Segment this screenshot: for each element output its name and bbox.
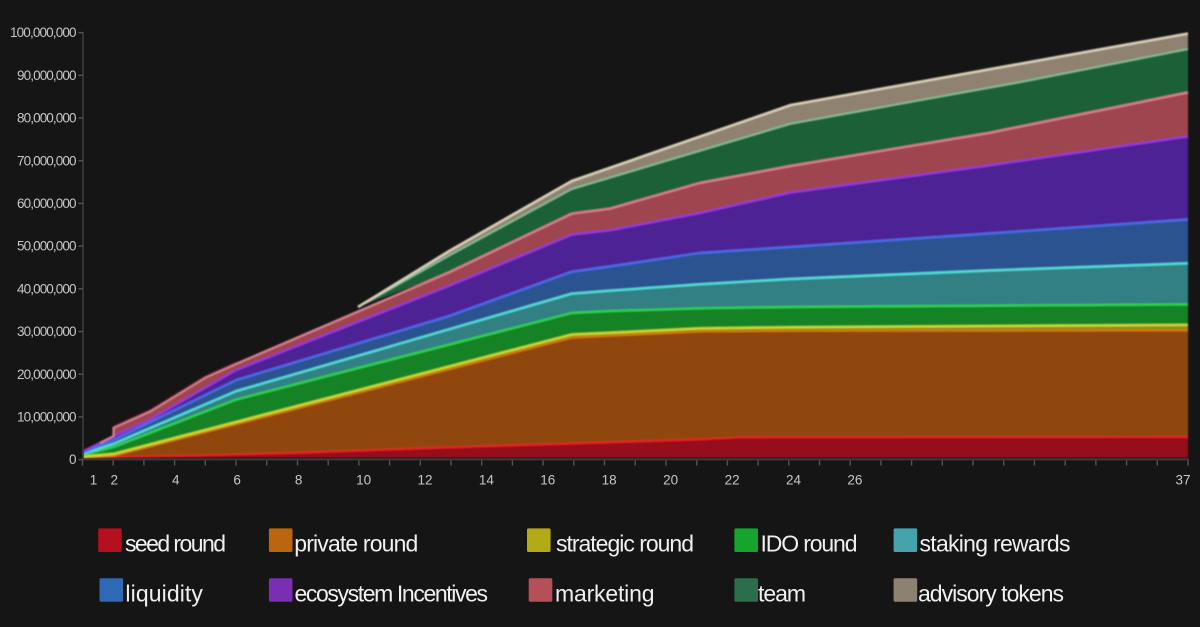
svg-text:private round: private round [294,531,418,557]
svg-text:70,000,000: 70,000,000 [17,153,77,168]
svg-text:60,000,000: 60,000,000 [17,196,77,211]
svg-text:advisory tokens: advisory tokens [918,580,1064,606]
svg-text:8: 8 [295,473,303,488]
svg-text:50,000,000: 50,000,000 [17,239,77,254]
svg-text:37: 37 [1175,473,1190,488]
svg-text:16: 16 [540,473,555,488]
svg-text:90,000,000: 90,000,000 [17,68,77,83]
svg-text:10: 10 [356,473,371,488]
svg-text:10,000,000: 10,000,000 [17,410,77,425]
svg-text:IDO round: IDO round [761,531,858,557]
svg-text:100,000,000: 100,000,000 [10,25,77,40]
svg-text:4: 4 [172,473,180,488]
svg-text:ecosystem Incentives: ecosystem Incentives [295,580,489,606]
svg-text:strategic round: strategic round [556,531,694,557]
svg-text:2: 2 [111,473,119,488]
svg-text:18: 18 [602,473,617,488]
svg-text:24: 24 [786,473,802,488]
svg-text:26: 26 [847,473,862,488]
svg-text:marketing: marketing [555,580,655,606]
svg-text:12: 12 [417,473,432,488]
svg-text:80,000,000: 80,000,000 [17,111,77,126]
svg-text:seed round: seed round [125,531,226,557]
svg-text:40,000,000: 40,000,000 [17,281,77,296]
svg-text:20,000,000: 20,000,000 [17,367,77,382]
svg-text:0: 0 [69,452,77,467]
svg-text:team: team [758,580,806,606]
svg-text:14: 14 [479,473,495,488]
svg-text:20: 20 [663,473,678,488]
svg-text:staking rewards: staking rewards [920,531,1071,557]
svg-text:22: 22 [725,473,740,488]
svg-text:6: 6 [233,473,241,488]
svg-text:30,000,000: 30,000,000 [17,324,77,339]
svg-text:liquidity: liquidity [125,580,203,606]
svg-text:1: 1 [90,473,98,488]
